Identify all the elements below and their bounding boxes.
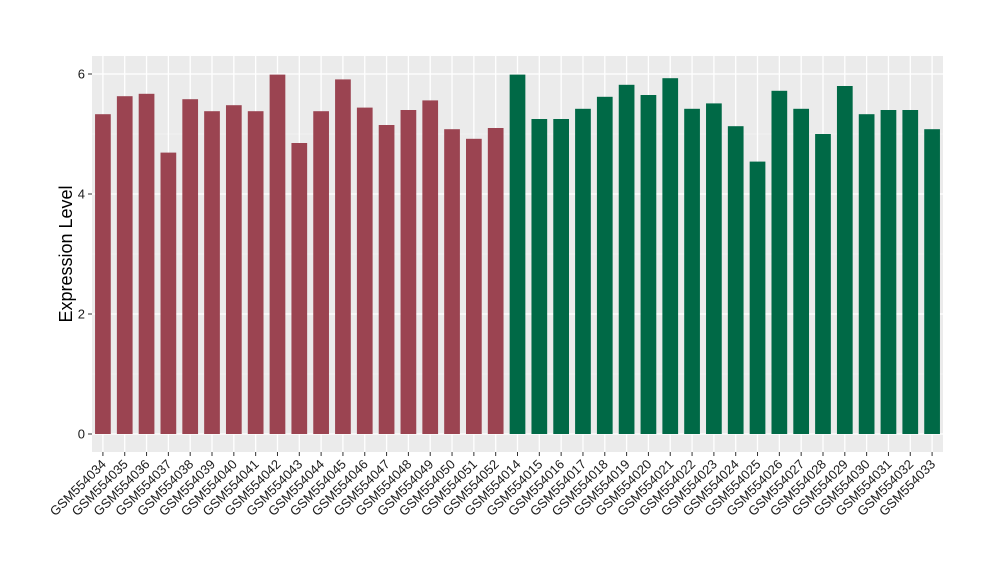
bar (924, 129, 940, 434)
bar (531, 119, 548, 434)
bar (356, 107, 373, 434)
bar (269, 74, 286, 434)
bar (902, 110, 919, 434)
bars (95, 74, 940, 435)
bar (618, 84, 635, 435)
bar (291, 143, 308, 434)
bar (138, 93, 155, 435)
bar (95, 114, 111, 434)
y-axis-title: Expression Level (56, 185, 76, 322)
bar (858, 114, 875, 434)
bar (815, 134, 831, 434)
bar (247, 111, 264, 434)
bar (553, 119, 569, 434)
bar (487, 128, 504, 434)
bar (335, 79, 351, 435)
bar (793, 108, 810, 435)
y-tick-label: 2 (78, 307, 85, 322)
y-tick-label: 0 (78, 427, 85, 442)
bar (116, 96, 133, 434)
bar (749, 161, 766, 434)
bar (400, 110, 417, 434)
bar (160, 152, 177, 434)
bar (771, 90, 788, 435)
bar (706, 103, 722, 435)
bar (422, 100, 439, 435)
bar (444, 129, 460, 434)
bar (182, 99, 199, 434)
bar (836, 86, 853, 434)
bar (509, 74, 526, 434)
bar (880, 110, 897, 434)
bar (596, 96, 613, 435)
x-axis: GSM554034GSM554035GSM554036GSM554037GSM5… (47, 452, 938, 519)
bar (466, 138, 482, 435)
bar (575, 108, 591, 435)
bar (313, 111, 329, 434)
bar (684, 108, 700, 435)
bar (727, 126, 744, 434)
y-tick-label: 6 (78, 67, 85, 82)
y-axis: 0 2 4 6 (78, 67, 92, 442)
y-tick-label: 4 (78, 187, 85, 202)
bar (225, 105, 242, 434)
bar (378, 125, 395, 434)
bar (662, 78, 679, 434)
bar (204, 111, 220, 434)
bar (640, 95, 657, 434)
